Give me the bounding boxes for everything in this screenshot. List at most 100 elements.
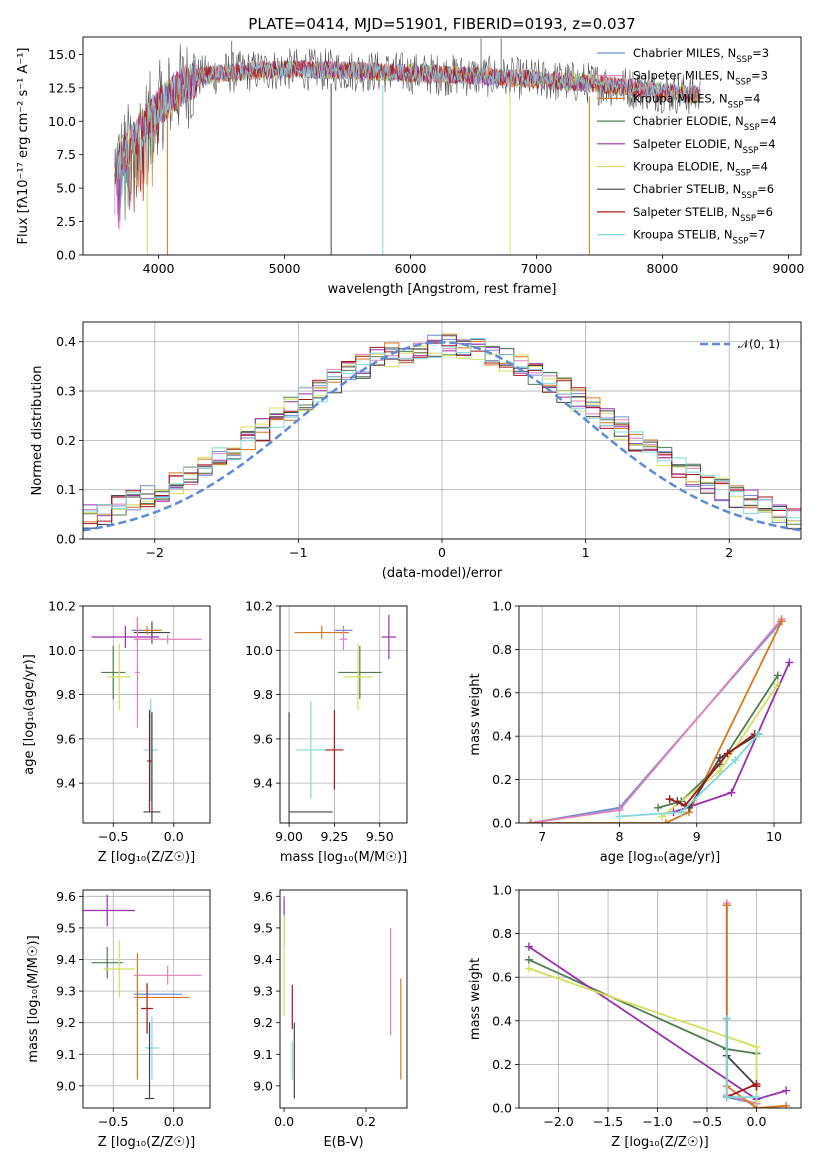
- y-axis-label: Normed distribution: [30, 366, 45, 496]
- weight-series-line: [528, 958, 757, 1055]
- y-tick-label: 9.5: [56, 920, 76, 935]
- x-tick-label: 0.0: [164, 829, 184, 844]
- weight-marker: [754, 730, 763, 739]
- x-tick-label: −2.0: [543, 1114, 573, 1129]
- legend-count: =6: [757, 182, 774, 196]
- y-tick-label: 9.4: [253, 776, 273, 791]
- y-tick-label: 9.6: [56, 889, 76, 904]
- legend-count: =3: [751, 69, 768, 83]
- weight-series-line: [619, 733, 760, 818]
- x-tick-label: −0.5: [98, 829, 128, 844]
- y-tick-label: 0.0: [56, 532, 76, 547]
- x-tick-label: 0.0: [747, 1114, 767, 1129]
- y-tick-label: 0.8: [492, 926, 512, 941]
- weight-marker: [715, 753, 724, 762]
- x-axis-label: Z [log₁₀(Z/Z☉)]: [611, 1135, 708, 1150]
- weight-vs-age-plot-area: [526, 615, 794, 823]
- weight-marker: [752, 1042, 761, 1051]
- legend-label: Salpeter STELIB, N: [633, 205, 740, 219]
- x-tick-label: 8: [615, 829, 623, 844]
- legend-count: =4: [751, 160, 768, 174]
- legend-subscript: SSP: [744, 123, 760, 133]
- y-tick-label: 0.4: [492, 729, 512, 744]
- x-axis-label: (data-model)/error: [382, 566, 503, 581]
- weight-marker: [524, 955, 533, 964]
- spectrum-axes-frame: [82, 36, 802, 256]
- weight-marker: [654, 803, 663, 812]
- residuals-panel: −2 −1 0 1 2 0.0 0.1 0.2 0.3 0.4 (data-model)/error…: [30, 321, 802, 581]
- mass-vs-z-plot-area: [83, 894, 202, 1100]
- age-vs-z-axes-frame: [82, 605, 211, 824]
- y-tick-label: 9.1: [253, 1047, 273, 1062]
- x-tick-label: 7000: [521, 261, 553, 276]
- x-tick-label: −2: [146, 545, 164, 560]
- legend-label: Kroupa MILES, N: [633, 91, 728, 105]
- spectrum-series-line: [114, 57, 701, 199]
- legend-entry: Chabrier ELODIE, NSSP=4: [633, 114, 777, 133]
- x-tick-label: 0.2: [356, 1114, 376, 1129]
- weight-vs-z-axes-frame: [518, 889, 802, 1109]
- weight-marker: [752, 1082, 761, 1091]
- x-axis-label: wavelength [Angstrom, rest frame]: [328, 282, 557, 297]
- legend-subscript: SSP: [735, 169, 751, 179]
- y-tick-label: 0.0: [492, 816, 512, 831]
- legend-entry: Salpeter MILES, NSSP=3: [633, 69, 768, 88]
- x-tick-label: 7: [538, 829, 546, 844]
- y-axis-label: age [log₁₀(age/yr)]: [22, 654, 37, 775]
- y-tick-label: 9.3: [253, 984, 273, 999]
- legend-count: =3: [752, 46, 769, 60]
- y-tick-label: 7.5: [56, 147, 76, 162]
- legend-count: =4: [760, 114, 777, 128]
- legend-count: =6: [756, 205, 773, 219]
- legend-subscript: SSP: [740, 214, 756, 224]
- y-tick-label: 0.0: [56, 248, 76, 263]
- legend-label: Kroupa STELIB, N: [633, 228, 733, 242]
- weight-marker: [782, 1086, 791, 1095]
- x-tick-label: 9.50: [366, 829, 394, 844]
- mass-vs-ebv-plot-area: [283, 896, 402, 1099]
- weight-series-line: [530, 620, 783, 823]
- y-tick-label: 10.0: [48, 114, 76, 129]
- y-tick-label: 0.4: [492, 1013, 512, 1028]
- weight-series-line: [657, 674, 779, 809]
- y-tick-label: 0.6: [492, 970, 512, 985]
- mass-vs-ebv-panel: 0.0 0.2 9.0 9.1 9.2 9.3 9.4 9.5 9.6 E(B-V): [253, 889, 408, 1150]
- y-tick-label: 15.0: [48, 47, 76, 62]
- weight-vs-age-panel: 7 8 9 10 0.0 0.2 0.4 0.6 0.8 1.0 age [log₁₀(age/yr…: [468, 599, 802, 865]
- weight-marker: [524, 942, 533, 951]
- mass-vs-ebv-axes-frame: [279, 889, 408, 1109]
- legend-label: Salpeter MILES, N: [633, 69, 735, 83]
- residuals-plot-area: [83, 333, 801, 532]
- x-tick-label: 9000: [772, 261, 804, 276]
- legend-subscript: SSP: [743, 146, 759, 156]
- histogram-series: [83, 342, 801, 531]
- weight-marker: [615, 812, 624, 821]
- y-tick-label: 1.0: [492, 599, 512, 614]
- x-tick-label: 8000: [647, 261, 679, 276]
- weight-marker: [773, 680, 782, 689]
- legend-count: =4: [743, 91, 760, 105]
- weight-marker: [722, 1093, 731, 1102]
- normal-curve: [83, 340, 801, 532]
- weight-marker: [526, 819, 535, 823]
- legend-label: Salpeter ELODIE, N: [633, 137, 743, 151]
- x-tick-label: 5000: [269, 261, 301, 276]
- x-tick-label: 9.25: [321, 829, 349, 844]
- x-axis-label: E(B-V): [323, 1135, 363, 1150]
- y-tick-label: 12.5: [48, 80, 76, 95]
- x-tick-label: 6000: [395, 261, 427, 276]
- legend-entry: 𝒩(0, 1): [738, 337, 780, 351]
- legend-label: Kroupa ELODIE, N: [633, 160, 735, 174]
- weight-marker: [785, 658, 794, 667]
- weight-marker: [782, 1101, 791, 1108]
- legend-entry: Kroupa MILES, NSSP=4: [633, 91, 760, 110]
- y-tick-label: 5.0: [56, 181, 76, 196]
- y-tick-label: 0.4: [56, 334, 76, 349]
- weight-marker: [715, 766, 724, 775]
- legend-entry: Salpeter ELODIE, NSSP=4: [633, 137, 776, 156]
- weight-vs-z-plot-area: [524, 899, 791, 1108]
- y-tick-label: 9.0: [253, 1078, 273, 1093]
- y-tick-label: 10.2: [245, 599, 273, 614]
- weight-marker: [777, 617, 786, 626]
